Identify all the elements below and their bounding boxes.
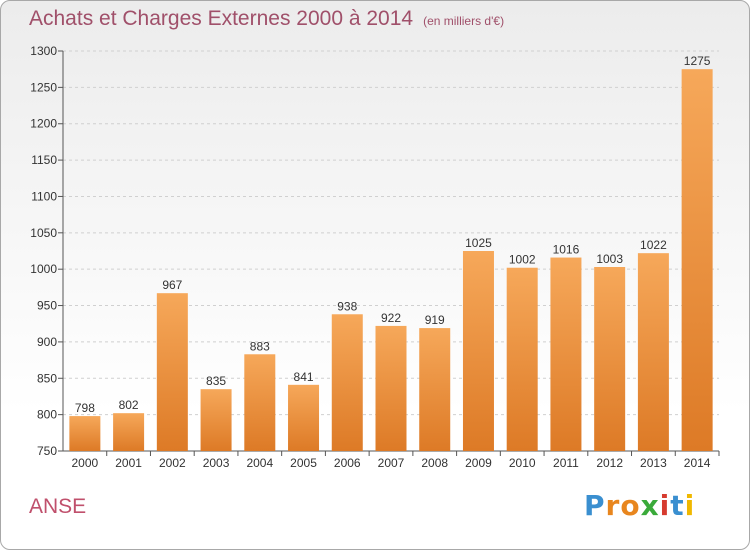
- y-tick-label: 1250: [30, 80, 57, 94]
- bar-2009: [462, 251, 494, 451]
- value-label-2001: 802: [119, 398, 139, 412]
- logo-letter: i: [659, 489, 671, 522]
- bar-2003: [200, 389, 232, 451]
- x-tick-label-2009: 2009: [465, 456, 492, 470]
- bar-2007: [375, 325, 407, 451]
- y-tick-label: 1000: [30, 262, 57, 276]
- value-label-2008: 919: [425, 313, 445, 327]
- bar-2001: [113, 413, 145, 451]
- value-label-2009: 1025: [465, 236, 492, 250]
- x-tick-label-2011: 2011: [553, 456, 579, 470]
- bar-2002: [156, 293, 188, 451]
- x-tick-label-2013: 2013: [640, 456, 667, 470]
- value-label-2010: 1002: [509, 253, 536, 267]
- value-label-2014: 1275: [684, 54, 711, 68]
- value-label-2006: 938: [337, 299, 357, 313]
- labels: 750 800 850 900 950 1000 1050 1100 1150 1200 1250 1…: [30, 44, 711, 470]
- proxiti-logo: Proxiti: [584, 489, 695, 522]
- logo-letter: i: [684, 489, 696, 522]
- chart-title-text: Achats et Charges Externes 2000 à 2014: [29, 7, 414, 30]
- value-label-2004: 883: [250, 339, 270, 353]
- logo-letter: x: [640, 489, 660, 522]
- logo-letter: t: [670, 489, 685, 522]
- bar-2008: [419, 328, 451, 451]
- x-tick-label-2014: 2014: [684, 456, 711, 470]
- value-label-2005: 841: [294, 370, 314, 384]
- value-label-2003: 835: [206, 374, 226, 388]
- bar-2010: [506, 267, 538, 451]
- bar-2005: [288, 384, 320, 451]
- x-tick-label-2010: 2010: [509, 456, 536, 470]
- logo-letter: r: [605, 489, 621, 522]
- bar-2004: [244, 354, 276, 451]
- y-tick-label: 1100: [31, 189, 57, 203]
- value-label-2002: 967: [162, 278, 182, 292]
- x-tick-label-2006: 2006: [334, 456, 361, 470]
- x-tick-label-2002: 2002: [159, 456, 186, 470]
- x-tick-label-2003: 2003: [203, 456, 230, 470]
- bar-2000: [69, 416, 101, 451]
- y-tick-label: 800: [37, 408, 57, 422]
- x-tick-label-2008: 2008: [421, 456, 448, 470]
- value-label-2000: 798: [75, 401, 95, 415]
- x-tick-label-2007: 2007: [378, 456, 405, 470]
- y-tick-label: 950: [37, 299, 57, 313]
- value-label-2007: 922: [381, 311, 401, 325]
- y-tick-label: 1200: [30, 117, 57, 131]
- y-tick-label: 750: [37, 444, 57, 458]
- x-tick-label-2004: 2004: [246, 456, 273, 470]
- bar-2014: [681, 69, 713, 451]
- value-label-2013: 1022: [640, 238, 667, 252]
- logo-letter: P: [584, 489, 606, 522]
- y-tick-label: 1300: [30, 44, 57, 58]
- y-tick-label: 1050: [30, 226, 57, 240]
- city-name: ANSE: [29, 495, 87, 518]
- value-label-2011: 1016: [553, 243, 580, 257]
- bars: [69, 69, 713, 451]
- y-tick-label: 1150: [31, 153, 57, 167]
- x-tick-label-2001: 2001: [115, 456, 142, 470]
- value-label-2012: 1003: [596, 252, 623, 266]
- x-tick-label-2012: 2012: [596, 456, 623, 470]
- bar-2011: [550, 257, 582, 451]
- bar-2013: [637, 253, 669, 451]
- x-tick-label-2005: 2005: [290, 456, 317, 470]
- logo-letter: o: [620, 489, 641, 522]
- y-tick-label: 900: [37, 335, 57, 349]
- x-tick-label-2000: 2000: [72, 456, 99, 470]
- bar-2012: [594, 267, 626, 451]
- chart-title: Achats et Charges Externes 2000 à 2014 (e…: [29, 7, 504, 31]
- bar-2006: [331, 314, 363, 451]
- y-tick-label: 850: [37, 371, 57, 385]
- chart-unit-text: (en milliers d'€): [423, 14, 505, 28]
